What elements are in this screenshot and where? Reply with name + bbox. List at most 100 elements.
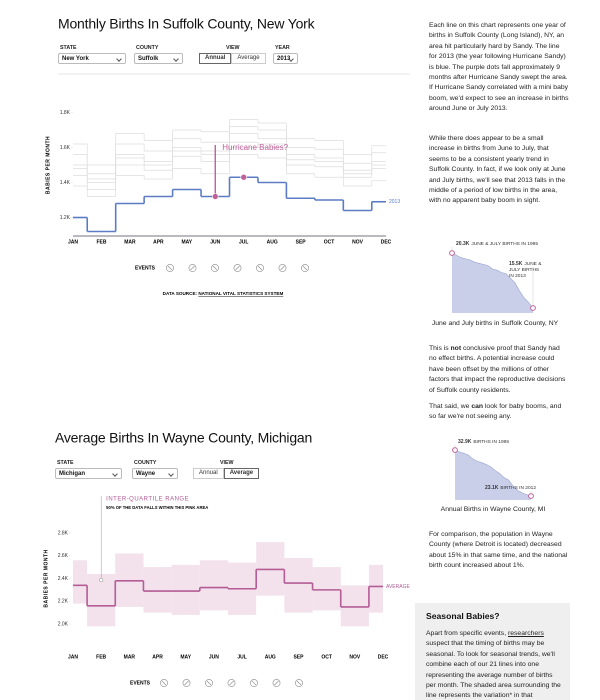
paragraph: For comparison, the population in Wayne … [429, 530, 569, 572]
dropdown[interactable]: Michigan [55, 468, 122, 479]
value-label: 20.3K [456, 241, 470, 247]
iqr-band [368, 564, 383, 613]
value-label-group: 23.1K BIRTHS IN 2012 [485, 485, 545, 492]
filter-label: STATE [60, 45, 77, 51]
y-tick-label: 1.8K [60, 110, 71, 116]
event-icon [233, 264, 242, 272]
x-tick-label: MAR [124, 239, 136, 245]
dropdown[interactable]: Wayne [132, 468, 178, 479]
x-tick-label: JUL [237, 654, 246, 660]
y-tick-label: 2.2K [58, 599, 69, 605]
y-tick-label: 2.6K [58, 553, 69, 559]
series-label: 2013 [389, 199, 400, 205]
value-label: 23.1K [485, 485, 499, 491]
x-tick-label: SEP [293, 654, 304, 660]
text: Apart from specific events, [426, 630, 508, 637]
x-tick-label: NOV [352, 239, 364, 245]
event-icon [160, 679, 168, 687]
value-note: JUNE & JULY BIRTHS IN 1995 [471, 242, 538, 247]
event-icon [212, 265, 218, 271]
y-tick-label: 1.4K [60, 180, 71, 186]
area-fill [455, 450, 531, 500]
value-note: BIRTHS IN 2012 [500, 486, 536, 491]
event-icon [274, 680, 279, 686]
events-label: EVENTS [135, 265, 156, 271]
event-icon [227, 679, 236, 687]
y-tick-label: 2.8K [58, 530, 69, 536]
text: That said, we [429, 403, 472, 410]
x-tick-label: APR [152, 654, 163, 660]
event-icon [184, 680, 189, 686]
event-icon [229, 680, 234, 686]
event-icon [182, 679, 191, 687]
area-fill [452, 253, 533, 313]
series-label: AVERAGE [386, 584, 410, 590]
value-note: BIRTHS IN 1995 [473, 440, 509, 445]
iqr-band [143, 567, 172, 613]
toggle-option[interactable]: Average [223, 468, 260, 479]
highlight-dot [240, 173, 248, 181]
iqr-band [340, 585, 369, 627]
text: can [471, 403, 484, 410]
chart-title: Average Births In Wayne County, Michigan [55, 430, 312, 446]
x-tick-label: NOV [349, 654, 361, 660]
toggle-option[interactable]: Annual [193, 468, 224, 479]
filter-label: COUNTY [136, 45, 159, 51]
x-tick-label: FEB [96, 239, 106, 245]
x-tick-label: MAY [180, 654, 191, 660]
paragraph: While there does appear to be a small in… [429, 134, 569, 207]
paragraph: This is not conclusive proof that Sandy … [429, 344, 569, 396]
source-label: DATA SOURCE: [163, 291, 199, 296]
filter-label: COUNTY [134, 460, 157, 466]
event-icon [190, 265, 195, 271]
text: While there does appear to be a small in… [429, 135, 566, 205]
text: For comparison, the population in Wayne … [429, 531, 568, 570]
x-tick-label: JAN [68, 239, 78, 245]
x-tick-label: OCT [324, 239, 335, 245]
event-icon [251, 680, 257, 686]
y-tick-label: 1.2K [60, 215, 71, 221]
event-icon [250, 679, 258, 687]
event-icon [257, 265, 263, 271]
y-tick-label: 2.0K [58, 621, 69, 627]
data-source: DATA SOURCE: NATIONAL VITAL STATISTICS S… [163, 291, 284, 296]
iqr-band [199, 560, 228, 611]
link[interactable]: researchers [507, 630, 544, 637]
dropdown[interactable]: New York [58, 53, 126, 64]
event-icon [302, 265, 308, 271]
toggle-option[interactable]: Average [231, 53, 266, 64]
iqr-band [171, 564, 200, 615]
text: Each line on this chart represents one y… [429, 22, 569, 113]
dropdown[interactable]: 2013 [273, 53, 298, 64]
events-label: EVENTS [130, 680, 151, 686]
x-tick-label: AUG [265, 654, 276, 660]
x-tick-label: FEB [96, 654, 106, 660]
iqr-band [312, 567, 341, 611]
dropdown[interactable]: Suffolk [134, 53, 183, 64]
x-tick-label: AUG [267, 239, 278, 245]
x-tick-label: JUL [239, 239, 248, 245]
value-label: 32.9K [458, 439, 472, 445]
text: not [450, 345, 462, 352]
band-note: 50% OF THE DATA FALLS WITHIN THIS PINK A… [106, 505, 208, 510]
box-title: Seasonal Babies? [426, 611, 500, 621]
source-link[interactable]: NATIONAL VITAL STATISTICS SYSTEM [198, 291, 283, 296]
x-tick-label: MAY [181, 239, 192, 245]
event-icon [235, 265, 240, 271]
event-icon [272, 679, 281, 687]
toggle-option[interactable]: Annual [199, 53, 232, 64]
area-line [454, 449, 532, 497]
value-note: JUNE & JULY BIRTHS IN 2013 [509, 262, 542, 279]
filter-label: STATE [57, 460, 74, 466]
event-icon [301, 264, 309, 272]
chart-caption: Annual Births in Wayne County, MI [440, 506, 546, 513]
x-tick-label: JUN [210, 239, 220, 245]
event-icon [280, 265, 285, 271]
chart-caption: June and July births in Suffolk County, … [431, 320, 559, 327]
paragraph: Apart from specific events, researchers … [426, 629, 562, 700]
event-icon [167, 265, 173, 271]
event-icon [296, 680, 302, 686]
band-pointer-dot [99, 577, 104, 583]
